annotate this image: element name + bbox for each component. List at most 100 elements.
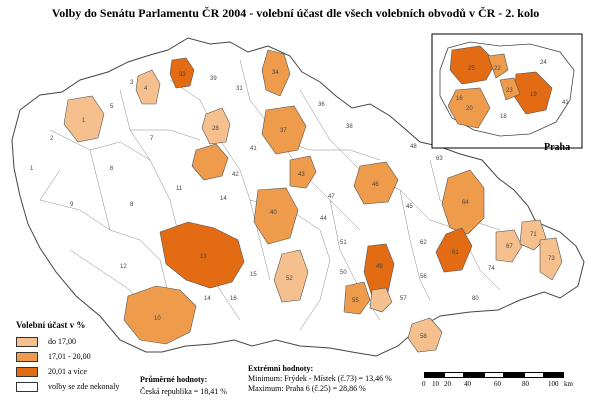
svg-text:19: 19 xyxy=(530,92,537,98)
district-40 xyxy=(253,187,299,245)
district-46 xyxy=(353,161,399,205)
svg-text:71: 71 xyxy=(530,232,537,238)
district-brno xyxy=(369,287,393,313)
legend-label: do 17,00 xyxy=(48,337,76,346)
legend-label: 20,01 a více xyxy=(48,367,87,376)
svg-text:46: 46 xyxy=(372,182,379,188)
svg-text:11: 11 xyxy=(176,186,183,192)
district-43 xyxy=(289,155,317,189)
svg-text:48: 48 xyxy=(410,144,417,150)
svg-text:58: 58 xyxy=(420,334,427,340)
svg-text:10: 10 xyxy=(154,316,161,322)
district-1 xyxy=(63,95,105,143)
extremes-heading: Extrémní hodnoty: xyxy=(248,364,314,373)
svg-text:8: 8 xyxy=(130,202,134,208)
country-outline xyxy=(11,37,585,357)
legend-swatch xyxy=(16,351,38,362)
district-67 xyxy=(495,229,523,263)
scale-ticks xyxy=(424,372,564,378)
scale-bar: 0 10 20 40 60 80 100 km xyxy=(422,372,574,398)
district-64 xyxy=(441,169,485,235)
svg-text:52: 52 xyxy=(286,276,293,282)
svg-text:36: 36 xyxy=(318,102,325,108)
svg-text:63: 63 xyxy=(436,156,443,162)
svg-text:56: 56 xyxy=(420,274,427,280)
legend-item: do 17,00 xyxy=(16,335,119,348)
scale-label: 10 xyxy=(432,380,439,388)
svg-text:14: 14 xyxy=(204,296,211,302)
district-33 xyxy=(169,57,195,89)
map-title: Volby do Senátu Parlamentu ČR 2004 - vol… xyxy=(51,6,540,20)
svg-text:33: 33 xyxy=(179,72,186,78)
district-10 xyxy=(123,285,197,345)
legend-swatch xyxy=(16,381,38,392)
svg-text:39: 39 xyxy=(210,76,217,82)
svg-text:73: 73 xyxy=(548,256,555,262)
scale-label: 80 xyxy=(522,380,529,388)
scale-label: 40 xyxy=(464,380,471,388)
averages-value: Česká republika = 18,41 % xyxy=(140,387,227,396)
svg-text:24: 24 xyxy=(540,60,547,66)
svg-text:7: 7 xyxy=(150,136,154,142)
inset-district-25 xyxy=(449,45,497,85)
svg-text:38: 38 xyxy=(346,124,353,130)
legend-item: 17,01 - 20,00 xyxy=(16,350,119,363)
extremes-minimum: Minimum: Frýdek - Místek (č.73) = 13,46 … xyxy=(248,374,392,383)
svg-text:74: 74 xyxy=(488,266,495,272)
svg-text:13: 13 xyxy=(200,254,207,260)
svg-text:61: 61 xyxy=(452,250,459,256)
svg-text:51: 51 xyxy=(340,240,347,246)
svg-text:25: 25 xyxy=(468,66,475,72)
svg-text:44: 44 xyxy=(320,216,327,222)
svg-text:80: 80 xyxy=(472,296,479,302)
svg-text:23: 23 xyxy=(506,88,513,94)
svg-text:41: 41 xyxy=(250,146,257,152)
district-prague-area xyxy=(191,143,229,181)
inset-praha: 25 22 19 20 23 24 16 18 41 xyxy=(431,33,583,149)
scale-label: 60 xyxy=(494,380,501,388)
scale-label: 20 xyxy=(444,380,451,388)
svg-text:55: 55 xyxy=(352,298,359,304)
legend-label: volby se zde nekonaly xyxy=(48,382,120,391)
svg-text:15: 15 xyxy=(250,272,257,278)
legend-item: volby se zde nekonaly xyxy=(16,380,119,393)
district-73 xyxy=(539,237,563,281)
extremes-maximum: Maximum: Praha 6 (č.25) = 28,86 % xyxy=(248,384,366,393)
svg-text:18: 18 xyxy=(500,114,507,120)
svg-text:57: 57 xyxy=(400,296,407,302)
svg-text:6: 6 xyxy=(110,166,114,172)
svg-text:45: 45 xyxy=(406,204,413,210)
district-61 xyxy=(435,227,473,273)
svg-text:31: 31 xyxy=(236,86,243,92)
svg-text:43: 43 xyxy=(298,172,305,178)
svg-text:12: 12 xyxy=(120,264,127,270)
svg-text:40: 40 xyxy=(270,210,277,216)
inset-district-22 xyxy=(487,53,509,79)
svg-text:64: 64 xyxy=(462,200,469,206)
svg-text:3: 3 xyxy=(130,80,134,86)
svg-text:28: 28 xyxy=(212,126,219,132)
legend-item: 20,01 a více xyxy=(16,365,119,378)
svg-text:16: 16 xyxy=(230,296,237,302)
svg-text:1: 1 xyxy=(30,166,34,172)
svg-text:42: 42 xyxy=(232,172,239,178)
legend: Volební účast v % do 17,00 17,01 - 20,00… xyxy=(16,320,119,395)
svg-text:5: 5 xyxy=(110,104,114,110)
district-borders xyxy=(39,59,501,331)
legend-title: Volební účast v % xyxy=(16,320,86,330)
district-52 xyxy=(273,249,309,303)
averages-block: Průměrné hodnoty: Česká republika = 18,4… xyxy=(140,374,227,398)
svg-text:49: 49 xyxy=(376,264,383,270)
legend-swatch xyxy=(16,336,38,347)
district-37 xyxy=(261,105,307,155)
district-13 xyxy=(159,221,245,289)
svg-text:1: 1 xyxy=(82,118,86,124)
svg-text:67: 67 xyxy=(506,244,513,250)
svg-text:37: 37 xyxy=(280,128,287,134)
district-28 xyxy=(201,107,231,145)
legend-label: 17,01 - 20,00 xyxy=(48,352,91,361)
scale-label: 100 xyxy=(548,380,559,388)
inset-label: Praha xyxy=(544,142,571,153)
svg-text:41: 41 xyxy=(562,100,569,106)
